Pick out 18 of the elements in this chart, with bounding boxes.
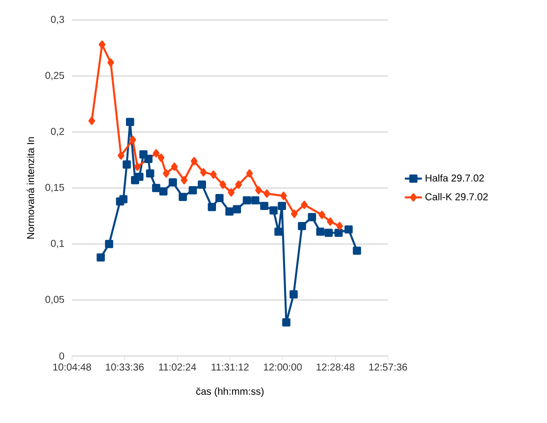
y-tick-label: 0,05 [45, 296, 64, 304]
legend-label: Halfa 29.7.02 [426, 174, 484, 182]
y-axis-title: Normovaná intenzita In [26, 137, 34, 239]
y-tick-label: 0,25 [45, 72, 64, 80]
y-tick-label: 0,1 [50, 240, 64, 248]
x-tick-label: 11:02:24 [159, 364, 196, 371]
x-tick-label: 10:33:36 [106, 364, 144, 371]
y-tick-label: 0,3 [50, 16, 64, 24]
x-tick-label: 11:31:12 [212, 364, 249, 371]
legend-label: Call-K 29.7.02 [425, 192, 488, 200]
x-axis-title: čas (hh:mm:ss) [196, 387, 264, 397]
y-tick-label: 0,15 [45, 184, 64, 192]
x-tick-label: 12:00:00 [264, 364, 302, 371]
x-tick-label: 12:28:48 [316, 364, 354, 371]
y-tick-label: 0 [59, 352, 64, 360]
x-tick-label: 12:57:36 [369, 364, 408, 371]
x-tick-label: 10:04:48 [53, 364, 92, 371]
y-tick-label: 0,2 [50, 128, 64, 136]
